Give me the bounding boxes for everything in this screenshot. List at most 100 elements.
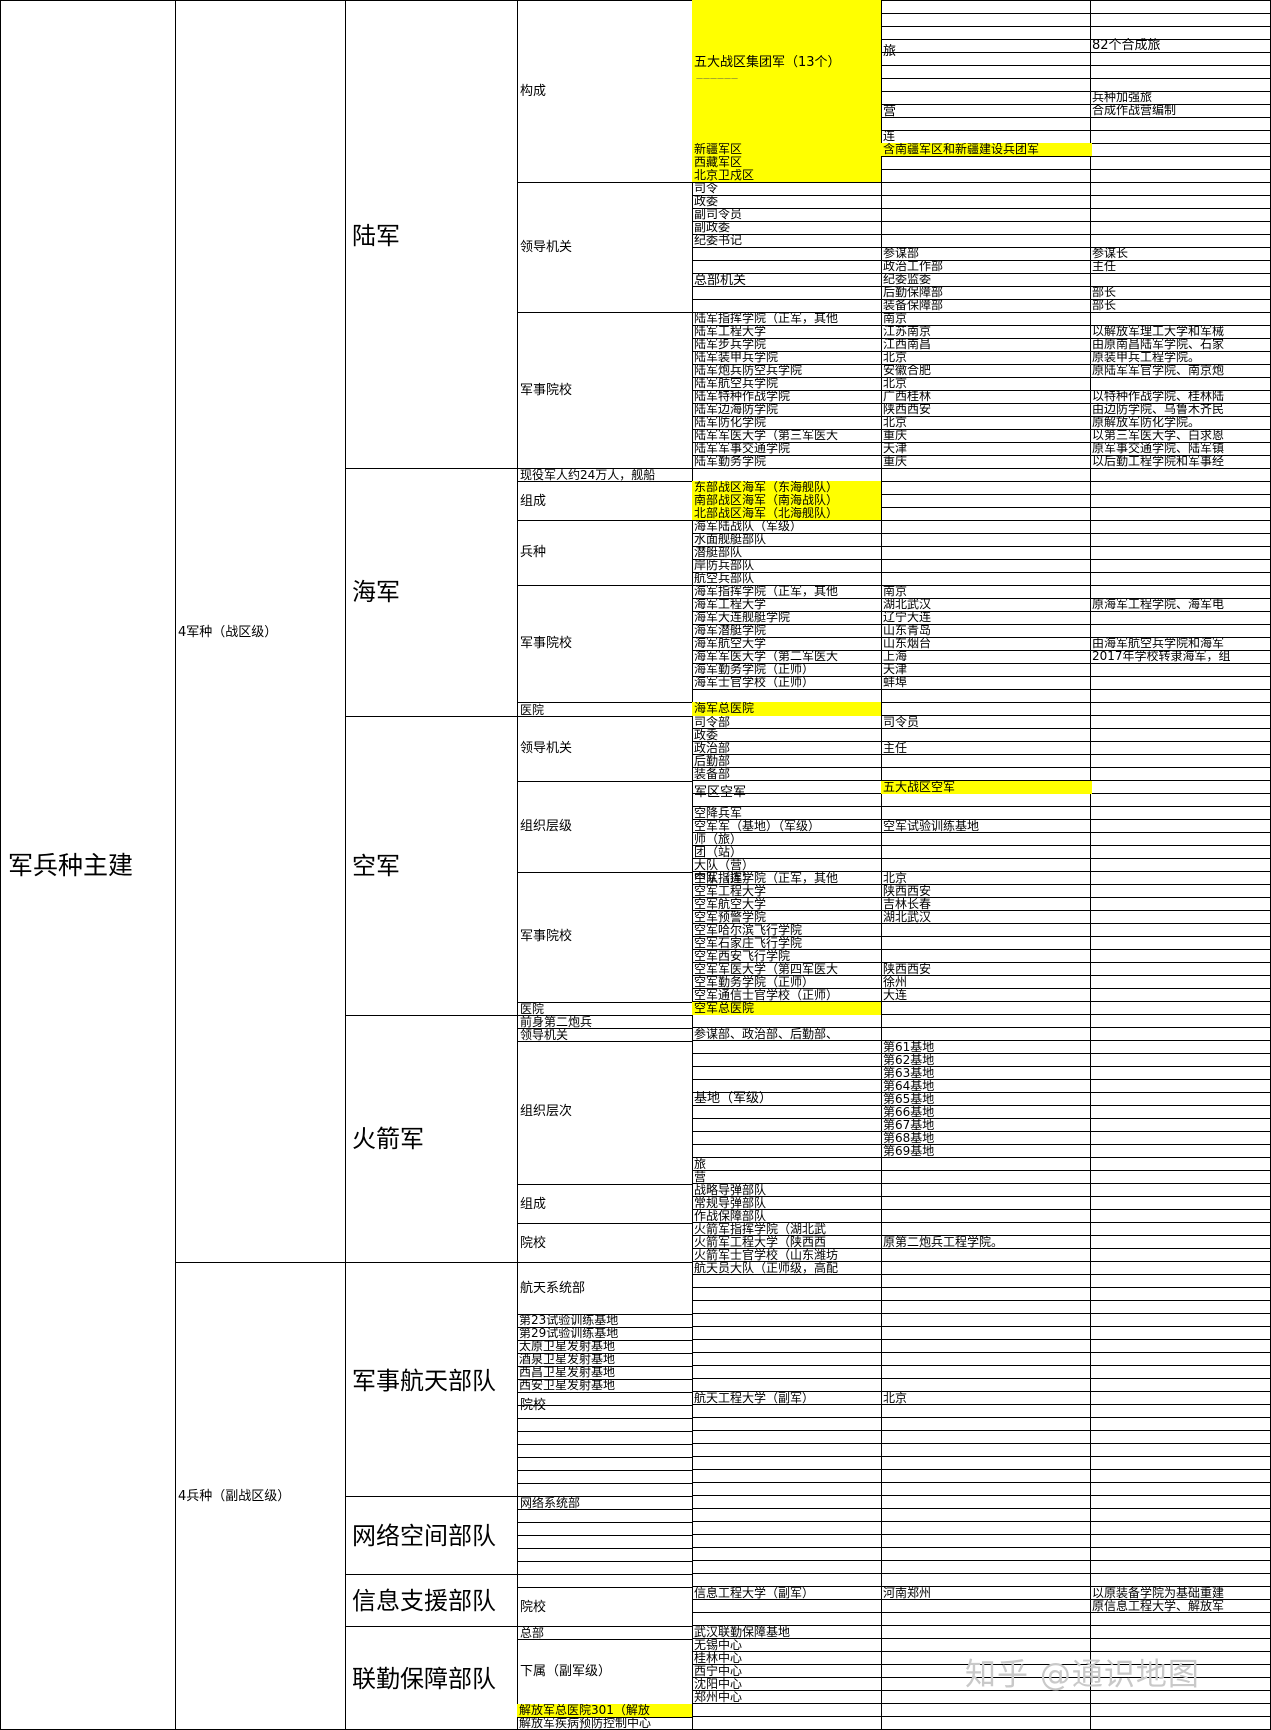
service-label: 信息支援部队 xyxy=(352,1587,496,1615)
grid-line xyxy=(517,1509,692,1510)
table-cell: 师（旅） xyxy=(694,833,743,846)
table-cell: 政委 xyxy=(694,729,719,742)
grid-line xyxy=(692,1222,1271,1223)
category-label: 院校 xyxy=(520,1600,547,1615)
table-cell xyxy=(881,729,1090,742)
list-item: 第29试验训练基地 xyxy=(519,1327,619,1340)
table-cell: 政治部 xyxy=(694,742,731,755)
grid-line xyxy=(692,78,1271,79)
table-cell: 五大战区空军 xyxy=(881,781,1092,794)
category-label: 构成 xyxy=(520,84,547,99)
table-cell: 原装甲兵工程学院。 xyxy=(1092,351,1201,364)
grid-line xyxy=(517,1340,692,1341)
grid-line xyxy=(692,988,1271,989)
grid-line xyxy=(692,429,1271,430)
grid-line xyxy=(692,1170,1271,1171)
table-cell xyxy=(1090,663,1271,676)
service-rocket: 火箭军 xyxy=(345,1015,517,1262)
table-cell: —————— xyxy=(696,74,738,82)
table-cell: 北京 xyxy=(883,377,908,390)
table-cell: 原信息工程大学、解放军 xyxy=(1092,1600,1225,1613)
grid-line xyxy=(692,1716,1271,1717)
grid-line xyxy=(692,468,1271,469)
table-cell: 无锡中心 xyxy=(694,1639,743,1652)
grid-line xyxy=(692,923,1271,924)
table-cell: 团（站） xyxy=(694,846,743,859)
grid-line xyxy=(692,1508,1271,1509)
grid-line xyxy=(692,1443,1271,1444)
category-cell: 军事院校 xyxy=(517,312,692,468)
grid-line xyxy=(692,1690,1271,1691)
table-cell: 参谋部、政治部、后勤部、 xyxy=(694,1028,839,1041)
grid-line xyxy=(692,26,1271,27)
grid-line xyxy=(517,1379,692,1380)
service-cyber: 网络空间部队 xyxy=(345,1496,517,1574)
grid-line xyxy=(692,130,1271,131)
grid-line xyxy=(692,741,1271,742)
grid-line xyxy=(692,325,1271,326)
service-label: 陆军 xyxy=(352,222,400,250)
table-cell xyxy=(881,924,1090,937)
table-cell: 新疆军区 xyxy=(692,143,881,156)
grid-line xyxy=(692,1235,1271,1236)
table-cell: 北部战区海军（北海舰队） xyxy=(692,507,881,520)
table-cell: 大连 xyxy=(883,989,908,1002)
table-cell: 旅 xyxy=(883,44,897,59)
grid-line xyxy=(692,936,1271,937)
grid-line xyxy=(692,156,1271,157)
table-cell: 陕西西安 xyxy=(883,403,932,416)
table-cell: 参谋长 xyxy=(1092,247,1129,260)
category-cell: 领导机关 xyxy=(517,716,692,781)
category-label: 军事院校 xyxy=(520,636,573,651)
grid-line xyxy=(692,1612,1271,1613)
service-label: 火箭军 xyxy=(352,1125,424,1153)
table-cell: 海军军医大学（第二军医大 xyxy=(694,650,839,663)
table-cell xyxy=(1090,377,1271,390)
grid-line xyxy=(692,962,1271,963)
grid-line xyxy=(692,494,1271,495)
grid-line xyxy=(517,1392,692,1393)
category-label: 院校 xyxy=(520,1236,547,1251)
category-label: 领导机关 xyxy=(520,240,573,255)
category-label: 航天系统部 xyxy=(520,1281,586,1296)
grid-line xyxy=(692,52,1271,53)
category-label: 医院 xyxy=(520,703,545,716)
table-cell: 吉林长春 xyxy=(883,898,932,911)
grid-line xyxy=(692,1339,1271,1340)
table-cell: 由原南昌陆军学院、石家 xyxy=(1092,338,1225,351)
table-cell: 空军军医大学（第四军医大 xyxy=(694,963,839,976)
grid-line xyxy=(692,1326,1271,1327)
grid-line xyxy=(692,1183,1271,1184)
table-cell: 海军航空大学 xyxy=(694,637,767,650)
category-cell: 前身第二炮兵 xyxy=(517,1015,692,1028)
grid-line xyxy=(692,572,1271,573)
category-label: 网络系统部 xyxy=(520,1496,581,1509)
grid-line xyxy=(692,286,1271,287)
table-cell: 政治工作部 xyxy=(883,260,944,273)
grid-line xyxy=(692,1352,1271,1353)
table-cell: 空军勤务学院（正师） xyxy=(694,976,815,989)
grid-line xyxy=(692,676,1271,677)
list-item: 西安卫星发射基地 xyxy=(519,1379,616,1392)
grid-line xyxy=(692,1521,1271,1522)
table-cell: 主任 xyxy=(1092,260,1117,273)
grid-line xyxy=(692,1066,1271,1067)
table-cell xyxy=(881,859,1090,872)
group-label: 4军种（战区级） xyxy=(178,625,278,640)
category-cell: 下属（副军级） xyxy=(517,1639,692,1704)
grid-line xyxy=(692,364,1271,365)
table-cell: 岸防兵部队 xyxy=(694,559,755,572)
table-cell: 空军试验训练基地 xyxy=(883,820,980,833)
grid-line xyxy=(692,1027,1271,1028)
grid-line xyxy=(692,754,1271,755)
category-cell: 医院 xyxy=(517,1002,692,1015)
grid-line xyxy=(692,1118,1271,1119)
grid-line xyxy=(692,910,1271,911)
table-cell: 原第二炮兵工程学院。 xyxy=(883,1236,1004,1249)
grid-line xyxy=(692,1391,1271,1392)
grid-line xyxy=(692,1599,1271,1600)
grid-line xyxy=(692,39,1271,40)
service-label: 网络空间部队 xyxy=(352,1522,496,1550)
table-cell: 航空兵部队 xyxy=(694,572,755,585)
